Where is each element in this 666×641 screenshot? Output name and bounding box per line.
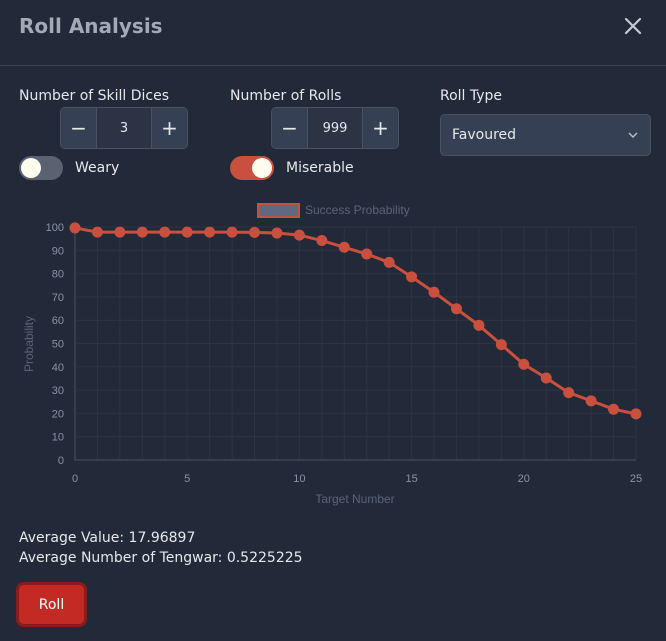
dialog-header: Roll Analysis	[0, 0, 666, 66]
data-point[interactable]	[271, 227, 283, 239]
y-tick-label: 40	[52, 362, 64, 374]
miserable-toggle[interactable]	[230, 156, 274, 180]
x-axis-title: Target Number	[315, 492, 394, 506]
data-point[interactable]	[204, 226, 216, 238]
miserable-label: Miserable	[286, 160, 354, 176]
data-point[interactable]	[608, 403, 620, 415]
y-tick-label: 60	[52, 315, 64, 327]
average-value-text: Average Value: 17.96897	[19, 530, 196, 546]
data-point[interactable]	[495, 339, 507, 351]
data-point[interactable]	[249, 226, 261, 238]
data-point[interactable]	[563, 387, 575, 399]
series-line	[74, 226, 637, 416]
data-point[interactable]	[406, 271, 418, 283]
data-point[interactable]	[91, 226, 103, 238]
skill-dices-value[interactable]: 3	[119, 120, 129, 136]
skill-dices-increment-button[interactable]: +	[151, 108, 187, 148]
y-tick-label: 70	[52, 292, 64, 304]
rolls-value[interactable]: 999	[322, 120, 348, 136]
y-tick-label: 30	[52, 385, 64, 397]
y-tick-label: 10	[52, 432, 64, 444]
rolls-stepper: − 999 +	[271, 107, 399, 149]
data-point[interactable]	[518, 358, 530, 370]
data-point[interactable]	[428, 286, 440, 298]
toggle-knob	[252, 158, 272, 178]
chevron-down-icon	[628, 132, 638, 139]
data-point[interactable]	[473, 319, 485, 331]
data-point[interactable]	[338, 241, 350, 253]
y-axis-title: Probability	[22, 316, 36, 372]
y-tick-label: 80	[52, 269, 64, 281]
weary-label: Weary	[75, 160, 120, 176]
data-point[interactable]	[181, 226, 193, 238]
x-tick-label: 15	[405, 473, 417, 485]
data-point[interactable]	[159, 226, 171, 238]
series-success-probability	[69, 222, 642, 420]
x-tick-label: 0	[72, 473, 78, 485]
data-point[interactable]	[540, 372, 552, 384]
data-point[interactable]	[361, 248, 373, 260]
y-axis-ticks: 0 10 20 30 40 50 60 70 80 90 100	[46, 222, 64, 467]
x-tick-label: 5	[184, 473, 190, 485]
y-tick-label: 20	[52, 408, 64, 420]
average-tengwar-text: Average Number of Tengwar: 0.5225225	[19, 550, 303, 566]
x-tick-label: 10	[293, 473, 305, 485]
x-tick-label: 20	[518, 473, 530, 485]
y-tick-label: 100	[46, 222, 64, 234]
roll-button[interactable]: Roll	[16, 582, 87, 627]
y-tick-label: 50	[52, 339, 64, 351]
data-point[interactable]	[293, 229, 305, 241]
weary-toggle[interactable]	[19, 156, 63, 180]
rolls-label: Number of Rolls	[230, 88, 342, 104]
data-point[interactable]	[114, 226, 126, 238]
close-button[interactable]	[620, 13, 646, 39]
roll-type-selected-value: Favoured	[452, 127, 517, 143]
x-tick-label: 25	[630, 473, 642, 485]
roll-type-select[interactable]: Favoured	[440, 114, 651, 156]
dialog-title: Roll Analysis	[19, 14, 163, 38]
data-point[interactable]	[450, 303, 462, 315]
close-icon	[624, 17, 642, 35]
data-point[interactable]	[585, 395, 597, 407]
legend-label: Success Probability	[305, 203, 410, 217]
skill-dices-stepper: − 3 +	[60, 107, 188, 149]
data-point[interactable]	[316, 235, 328, 247]
y-tick-label: 90	[52, 245, 64, 257]
chart-grid	[74, 226, 637, 461]
data-point[interactable]	[226, 226, 238, 238]
data-point[interactable]	[136, 226, 148, 238]
skill-dices-decrement-button[interactable]: −	[61, 108, 97, 148]
data-point[interactable]	[69, 222, 81, 234]
roll-type-label: Roll Type	[440, 88, 503, 104]
data-point[interactable]	[630, 408, 642, 420]
skill-dices-label: Number of Skill Dices	[19, 88, 170, 104]
x-axis-ticks: 0 5 10 15 20 25	[72, 473, 642, 485]
rolls-decrement-button[interactable]: −	[272, 108, 308, 148]
rolls-increment-button[interactable]: +	[362, 108, 398, 148]
legend-swatch	[257, 203, 300, 218]
y-tick-label: 0	[58, 455, 64, 467]
toggle-knob	[21, 158, 41, 178]
data-point[interactable]	[383, 256, 395, 268]
success-probability-chart: 0 10 20 30 40 50 60 70 80 90 100 0 5 10 15 20 25 Succes…	[22, 203, 642, 506]
